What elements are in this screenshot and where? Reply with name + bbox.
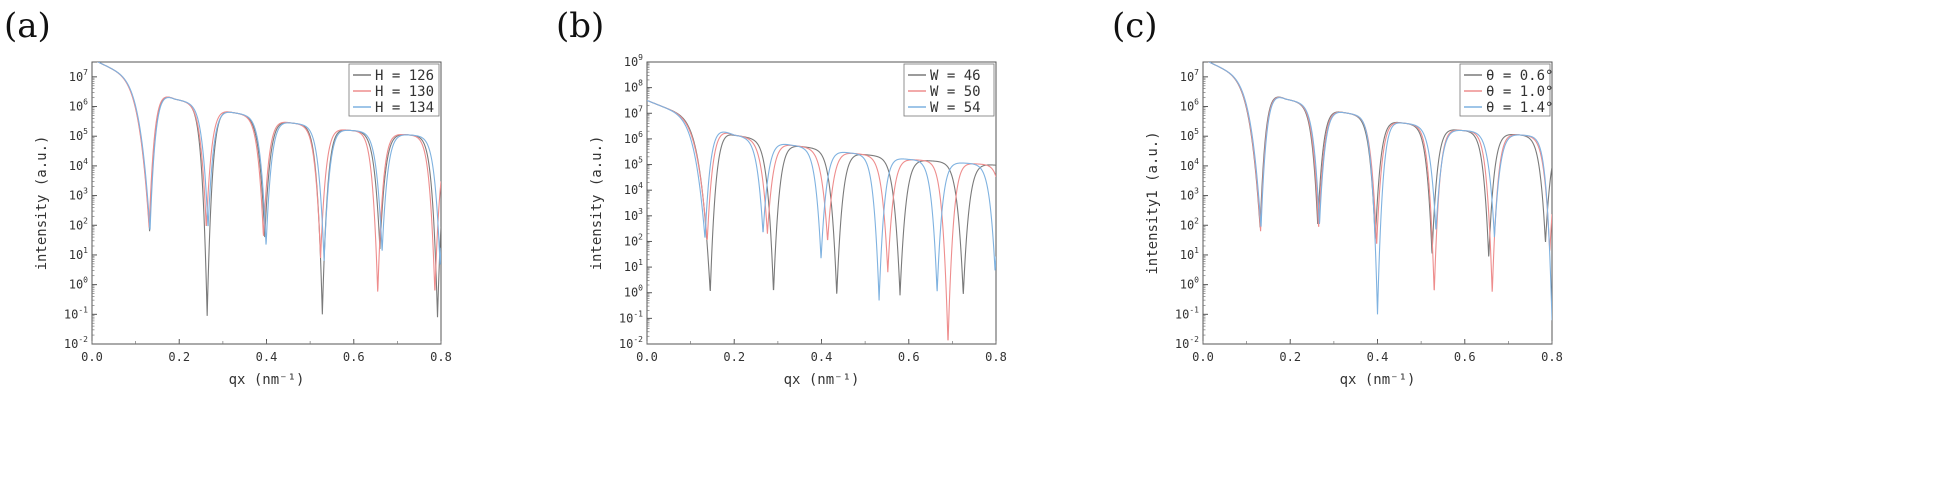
x-tick-label: 0.4 (256, 350, 278, 364)
y-tick-label: 101 (69, 246, 88, 262)
panel-c: (c) 10-2 10-1 100 101 102 103 104 105 106 107 0.0 0… (1112, 0, 1959, 494)
legend-label: H = 126 (375, 68, 434, 84)
panel-label: (a) (4, 6, 51, 46)
y-tick-label: 10-1 (619, 309, 643, 325)
y-tick-label: 104 (1180, 157, 1199, 173)
series-group (96, 62, 441, 318)
series-line (647, 99, 996, 341)
y-tick-label: 106 (624, 130, 643, 146)
y-tick-label: 101 (1180, 246, 1199, 262)
series-line (1207, 62, 1552, 257)
x-tick-label: 0.8 (1541, 350, 1563, 364)
x-tick-label: 0.0 (1192, 350, 1214, 364)
y-tick-label: 102 (624, 232, 643, 248)
chart-b: 10-2 10-1 100 101 102 103 104 105 106 107 108 109 0.… (589, 53, 1007, 388)
y-tick-label: 100 (1180, 276, 1199, 292)
x-tick-label: 0.6 (343, 350, 365, 364)
legend-label: θ = 0.6° (1486, 68, 1553, 84)
y-tick-label: 103 (624, 207, 643, 223)
x-tick-label: 0.4 (1367, 350, 1389, 364)
y-tick-label: 107 (1180, 68, 1199, 84)
panel-label: (c) (1112, 6, 1158, 46)
y-axis-title: intensity (a.u.) (34, 136, 50, 271)
series-line (96, 62, 441, 292)
x-tick-label: 0.6 (898, 350, 920, 364)
x-tick-label: 0.8 (430, 350, 452, 364)
x-tick-label: 0.2 (1279, 350, 1301, 364)
y-tick-label: 10-1 (64, 305, 88, 321)
y-tick-label: 104 (624, 181, 643, 197)
panel-a: (a) 10-2 10-1 100 101 102 103 104 105 106 107 0.0 0… (0, 0, 653, 494)
x-tick-label: 0.4 (811, 350, 833, 364)
y-tick-label: 106 (1180, 98, 1199, 114)
y-tick-label: 104 (69, 157, 88, 173)
legend-label: W = 54 (930, 100, 981, 116)
x-tick-label: 0.0 (636, 350, 658, 364)
y-tick-label: 10-2 (619, 335, 643, 351)
y-tick-label: 105 (69, 127, 88, 143)
series-line (96, 62, 441, 265)
x-tick-label: 0.2 (723, 350, 745, 364)
legend-label: θ = 1.4° (1486, 100, 1553, 116)
y-tick-label: 102 (1180, 216, 1199, 232)
legend-label: θ = 1.0° (1486, 84, 1553, 100)
y-tick-label: 100 (624, 284, 643, 300)
legend-label: W = 46 (930, 68, 981, 84)
y-tick-label: 103 (1180, 187, 1199, 203)
y-tick-label: 108 (624, 79, 643, 95)
panel-label: (b) (556, 6, 605, 46)
y-tick-label: 105 (1180, 127, 1199, 143)
y-tick-label: 106 (69, 98, 88, 114)
y-tick-label: 107 (624, 104, 643, 120)
y-tick-label: 100 (69, 276, 88, 292)
panel-b: (b) 10-2 10-1 100 101 102 103 104 105 106 107 108 1… (556, 0, 1306, 494)
y-tick-label: 10-2 (64, 335, 88, 351)
x-axis-title: qx (nm⁻¹) (784, 372, 860, 388)
series-line (1207, 62, 1552, 321)
y-tick-label: 103 (69, 187, 88, 203)
series-group (647, 99, 996, 341)
x-tick-label: 0.6 (1454, 350, 1476, 364)
y-tick-label: 107 (69, 68, 88, 84)
y-tick-label: 105 (624, 156, 643, 172)
y-tick-label: 10-2 (1175, 335, 1199, 351)
chart-c: 10-2 10-1 100 101 102 103 104 105 106 107 0.0 0.2 0.… (1145, 61, 1563, 388)
y-axis-title: intensity1 (a.u.) (1145, 131, 1161, 274)
x-axis-title: qx (nm⁻¹) (229, 372, 305, 388)
y-tick-label: 101 (624, 258, 643, 274)
chart-a: 10-2 10-1 100 101 102 103 104 105 106 107 0.0 0.2 0.… (34, 61, 452, 388)
y-tick-label: 102 (69, 216, 88, 232)
x-tick-label: 0.0 (81, 350, 103, 364)
series-line (647, 99, 996, 301)
y-axis-title: intensity (a.u.) (589, 136, 605, 271)
x-axis-title: qx (nm⁻¹) (1340, 372, 1416, 388)
legend-label: H = 130 (375, 84, 434, 100)
x-tick-label: 0.2 (168, 350, 190, 364)
y-tick-label: 109 (624, 53, 643, 69)
series-group (1207, 62, 1552, 321)
x-tick-label: 0.8 (985, 350, 1007, 364)
y-tick-label: 10-1 (1175, 305, 1199, 321)
legend-label: H = 134 (375, 100, 434, 116)
legend-label: W = 50 (930, 84, 981, 100)
